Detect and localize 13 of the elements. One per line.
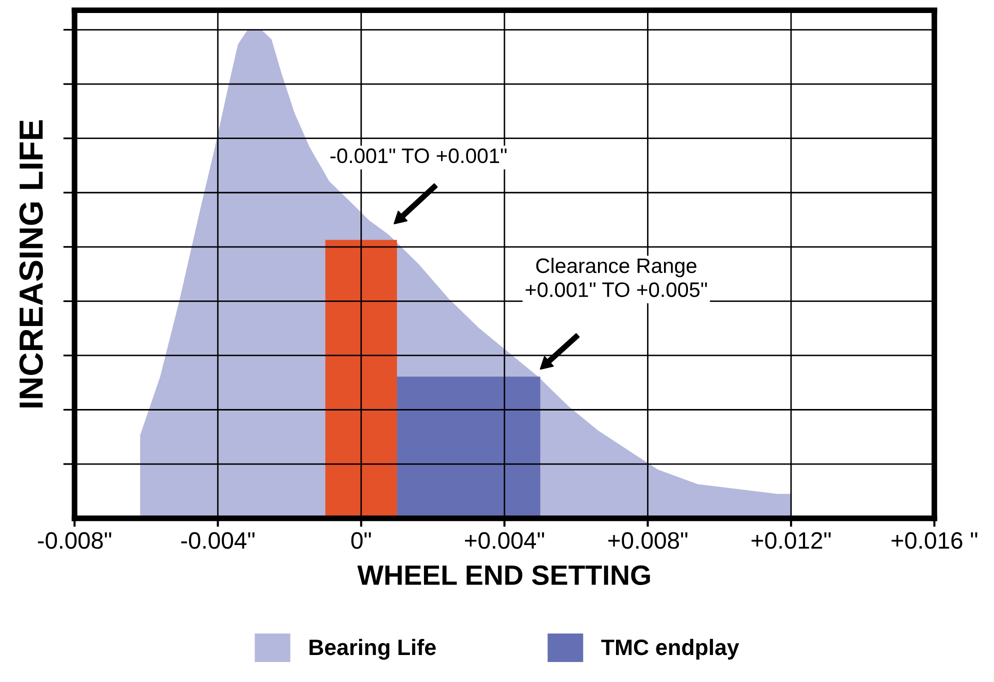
annotation: Clearance Range +0.001" TO +0.005" (526, 258, 707, 298)
y-axis-title: INCREASING LIFE (19, 120, 43, 408)
legend-label: TMC endplay (601, 638, 740, 660)
x-tick-label: -0.008" (38, 532, 112, 549)
x-tick-label: +0.012" (752, 532, 831, 549)
x-tick-label: +0.008" (608, 532, 688, 549)
x-tick-label: -0.004" (181, 532, 255, 549)
x-tick-label: +0.016 " (892, 532, 978, 549)
x-tick-label: 0" (351, 532, 371, 549)
x-axis-title: WHEEL END SETTING (357, 565, 650, 586)
x-tick-label: +0.004" (464, 532, 544, 549)
annotation: -0.001" TO +0.001" (330, 148, 507, 164)
legend-label: Bearing Life (310, 638, 436, 660)
